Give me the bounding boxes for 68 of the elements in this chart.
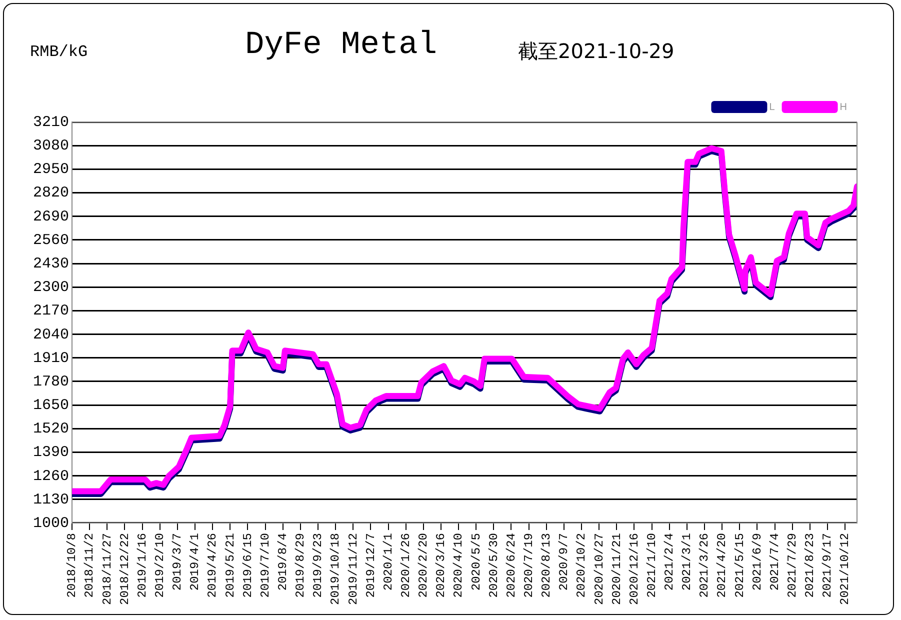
x-tick-label: 2019/9/23 (311, 532, 326, 598)
x-tick-label: 2018/11/2 (82, 532, 97, 598)
x-tick-label: 2020/12/16 (627, 532, 642, 606)
x-tick-label: 2021/5/15 (732, 532, 747, 598)
x-tick-label: 2021/7/4 (768, 532, 782, 591)
x-tick-label: 2019/12/7 (364, 532, 378, 598)
x-tick-label: 2021/3/26 (698, 532, 712, 598)
y-tick-label: 2560 (32, 232, 70, 249)
x-tick-label: 2021/8/23 (803, 532, 818, 598)
x-tick-label: 2019/4/1 (188, 532, 202, 591)
x-tick-label: 2019/3/7 (170, 532, 185, 591)
x-tick-label: 2020/5/5 (469, 532, 484, 591)
x-tick-label: 2021/1/10 (644, 532, 659, 598)
x-tick-label: 2019/6/15 (240, 532, 255, 598)
x-tick-label: 2018/12/22 (118, 532, 132, 606)
legend-label: L (769, 102, 776, 113)
x-tick-label: 2019/2/10 (153, 532, 168, 598)
x-tick-label: 2020/4/10 (452, 532, 466, 598)
y-tick-label: 2300 (32, 279, 70, 296)
y-tick-label: 2430 (32, 255, 70, 272)
x-tick-label: 2019/11/12 (346, 532, 360, 606)
y-tick-label: 1780 (32, 373, 70, 390)
x-tick-label: 2021/3/1 (680, 532, 694, 591)
x-tick-label: 2019/5/21 (223, 532, 238, 598)
y-tick-label: 2040 (32, 326, 70, 344)
y-tick-label: 2820 (32, 184, 70, 202)
x-tick-label: 2019/10/18 (328, 532, 343, 606)
y-tick-label: 1260 (32, 468, 70, 485)
x-tick-label: 2020/2/20 (416, 532, 431, 598)
y-tick-label: 1650 (32, 397, 70, 414)
y-tick-label: 2950 (32, 161, 70, 178)
x-tick-label: 2021/9/17 (820, 532, 835, 598)
legend-label: H (840, 102, 848, 113)
x-tick-label: 2020/10/27 (592, 532, 606, 606)
y-tick-label: 1910 (32, 350, 70, 367)
y-tick-label: 3080 (32, 138, 70, 155)
chart-title: DyFe Metal (245, 26, 438, 63)
y-tick-label: 1130 (32, 491, 70, 508)
y-axis-title: RMB/kG (30, 43, 88, 61)
x-tick-label: 2020/3/16 (434, 532, 448, 598)
x-tick-label: 2019/4/26 (206, 532, 220, 598)
x-tick-label: 2020/11/21 (610, 532, 624, 606)
x-tick-label: 2021/6/9 (750, 532, 764, 591)
x-tick-label: 2021/7/29 (786, 532, 800, 598)
x-tick-label: 2021/10/12 (838, 532, 852, 606)
x-tick-label: 2021/2/4 (662, 532, 677, 591)
y-tick-label: 1390 (32, 444, 70, 462)
y-tick-label: 1520 (32, 420, 70, 438)
x-tick-label: 2020/1/1 (381, 532, 396, 591)
x-tick-label: 2019/8/29 (294, 532, 308, 598)
y-tick-label: 2170 (32, 302, 70, 320)
x-tick-label: 2021/4/20 (715, 532, 730, 598)
x-tick-label: 2019/1/16 (135, 532, 150, 598)
x-tick-label: 2019/8/4 (276, 532, 290, 591)
x-tick-label: 2020/5/30 (486, 532, 501, 598)
chart-subtitle: 截至2021-10-29 (518, 38, 674, 65)
x-tick-label: 2018/11/27 (100, 532, 114, 606)
x-tick-label: 2020/9/7 (557, 532, 572, 591)
y-tick-label: 2690 (32, 208, 70, 226)
x-tick-label: 2020/6/24 (504, 532, 518, 598)
x-tick-label: 2018/10/8 (65, 532, 80, 598)
y-tick-label: 3210 (32, 114, 70, 131)
y-tick-label: 1000 (32, 514, 70, 532)
x-tick-label: 2020/1/26 (398, 532, 413, 598)
x-tick-label: 2020/10/2 (574, 532, 589, 598)
x-tick-label: 2020/8/13 (540, 532, 554, 598)
x-tick-label: 2019/7/10 (258, 532, 272, 598)
x-tick-label: 2020/7/19 (522, 532, 536, 598)
